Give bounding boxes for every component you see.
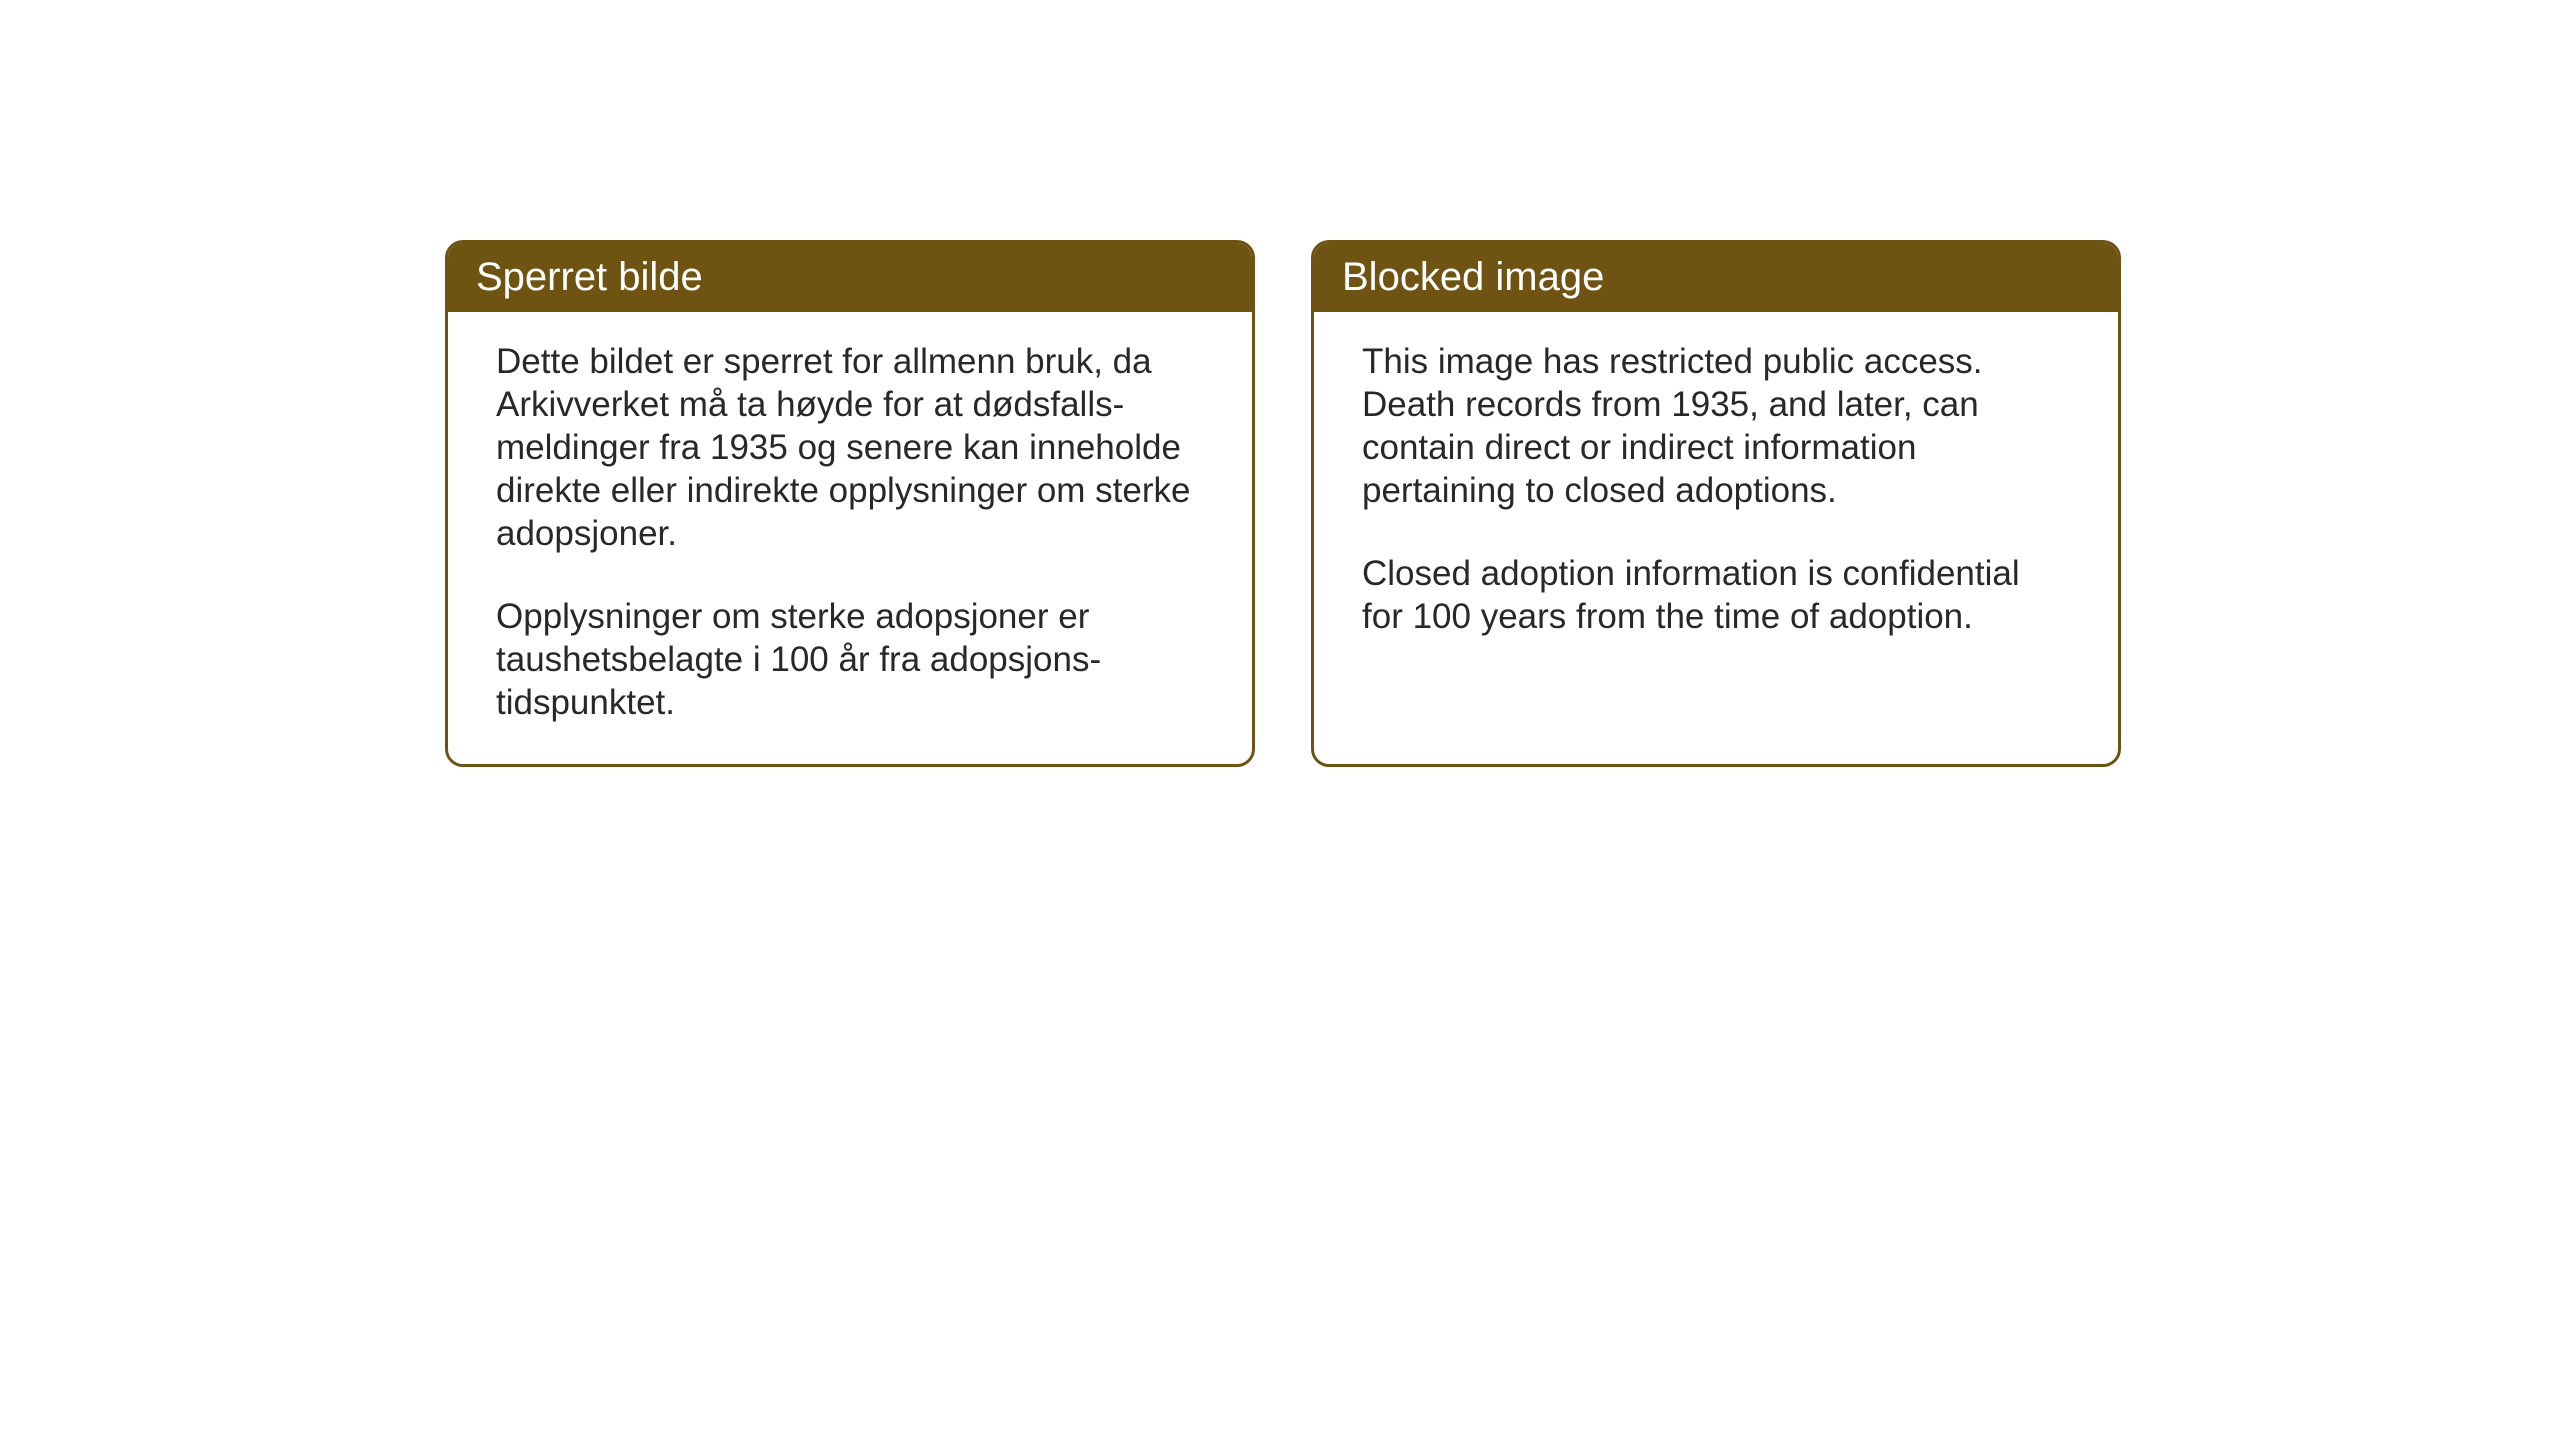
notice-card-english: Blocked image This image has restricted … — [1311, 240, 2121, 767]
card-paragraph-1-norwegian: Dette bildet er sperret for allmenn bruk… — [496, 340, 1204, 555]
card-paragraph-2-norwegian: Opplysninger om sterke adopsjoner er tau… — [496, 595, 1204, 724]
card-title-norwegian: Sperret bilde — [476, 255, 703, 299]
card-body-norwegian: Dette bildet er sperret for allmenn bruk… — [448, 312, 1252, 764]
card-body-english: This image has restricted public access.… — [1314, 312, 2118, 752]
card-paragraph-2-english: Closed adoption information is confident… — [1362, 552, 2070, 638]
card-paragraph-1-english: This image has restricted public access.… — [1362, 340, 2070, 512]
card-header-norwegian: Sperret bilde — [448, 243, 1252, 312]
notice-cards-container: Sperret bilde Dette bildet er sperret fo… — [445, 240, 2121, 767]
card-header-english: Blocked image — [1314, 243, 2118, 312]
card-title-english: Blocked image — [1342, 255, 1604, 299]
notice-card-norwegian: Sperret bilde Dette bildet er sperret fo… — [445, 240, 1255, 767]
